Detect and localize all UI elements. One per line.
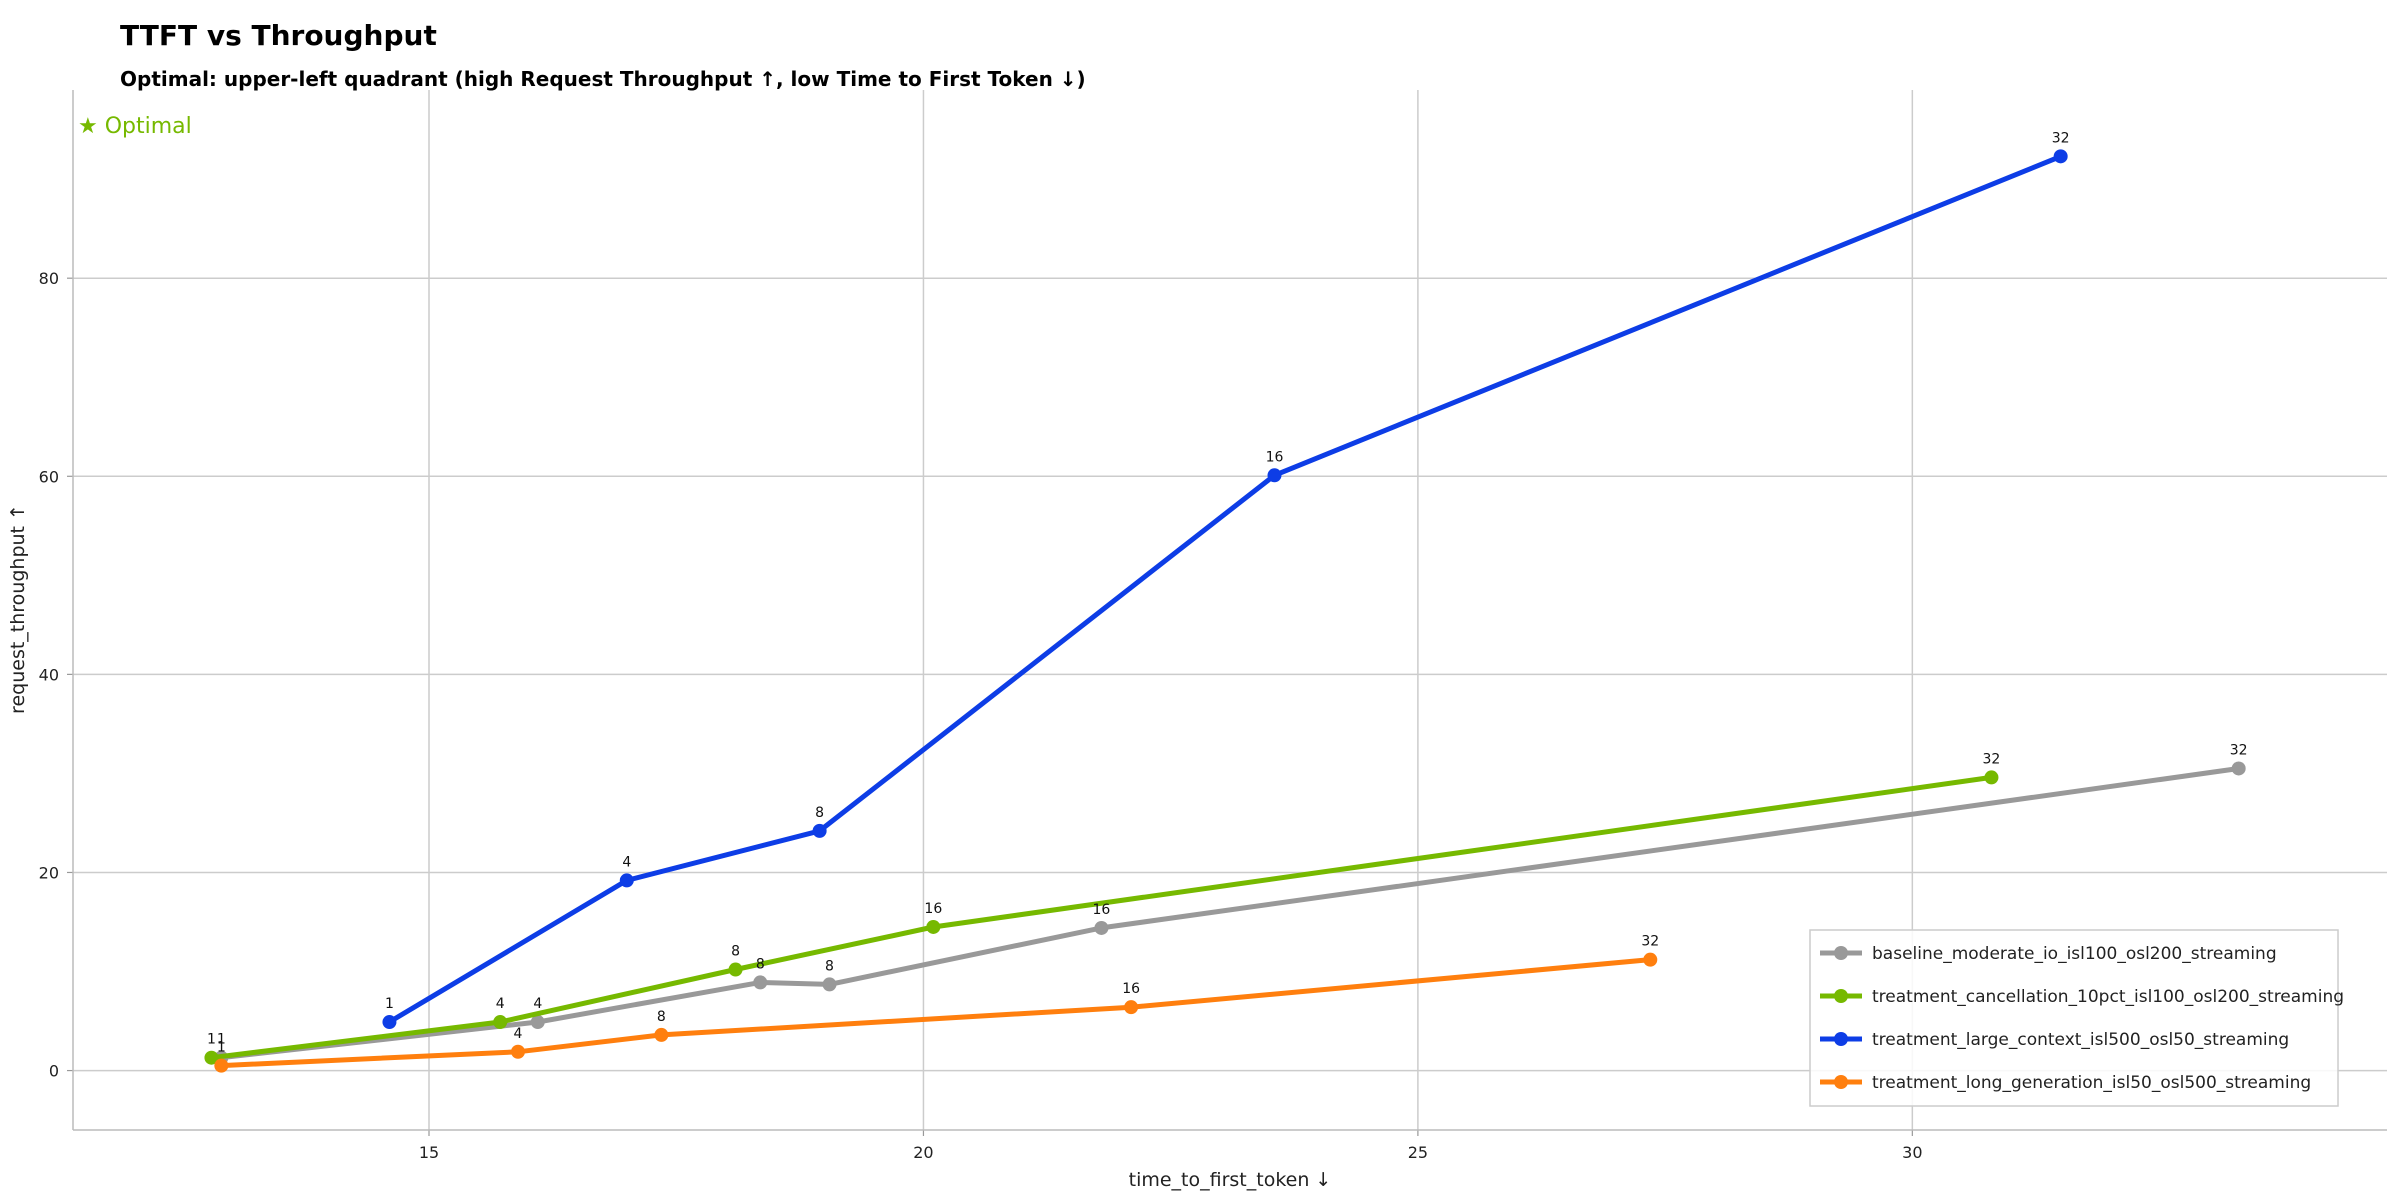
data-point xyxy=(728,962,743,977)
series-line xyxy=(386,153,2064,1025)
data-point xyxy=(493,1015,508,1030)
optimal-annotation: ★ Optimal xyxy=(78,114,192,139)
data-point xyxy=(619,873,634,888)
legend-label: treatment_long_generation_isl50_osl500_s… xyxy=(1872,1073,2311,1093)
point-label: 32 xyxy=(2052,130,2070,146)
point-label: 32 xyxy=(1641,934,1659,950)
point-label: 4 xyxy=(622,854,631,870)
data-point xyxy=(214,1058,229,1073)
data-point xyxy=(822,977,837,992)
y-tick-label: 40 xyxy=(39,665,59,684)
chart-subtitle: Optimal: upper-left quadrant (high Reque… xyxy=(120,67,1086,91)
point-label: 32 xyxy=(1983,751,2001,767)
point-label: 8 xyxy=(657,1009,666,1025)
data-point xyxy=(753,975,768,990)
point-label: 8 xyxy=(825,958,834,974)
data-point xyxy=(926,919,941,934)
point-label: 1 xyxy=(207,1032,216,1048)
data-point xyxy=(812,823,827,838)
data-point xyxy=(1643,952,1658,967)
x-tick-label: 15 xyxy=(419,1143,439,1162)
point-label: 16 xyxy=(1093,902,1111,918)
legend-marker xyxy=(1834,1075,1848,1089)
data-point xyxy=(1124,1000,1139,1015)
series-line xyxy=(218,766,2242,1061)
point-label: 8 xyxy=(815,805,824,821)
series-3 xyxy=(214,952,1658,1073)
data-point xyxy=(654,1027,669,1042)
legend-marker xyxy=(1834,989,1848,1003)
data-point xyxy=(2053,149,2068,164)
data-point xyxy=(1094,920,1109,935)
data-point xyxy=(1984,770,1999,785)
point-label: 4 xyxy=(496,996,505,1012)
legend-marker xyxy=(1834,946,1848,960)
data-point xyxy=(511,1044,525,1059)
legend-entry: baseline_moderate_io_isl100_osl200_strea… xyxy=(1820,944,2277,964)
axes xyxy=(67,90,2387,1136)
legend-frame xyxy=(1809,929,2339,1107)
point-label: 8 xyxy=(756,956,765,972)
point-label: 16 xyxy=(1122,981,1140,997)
y-axis-label: request_throughput ↑ xyxy=(7,504,29,714)
y-tick-label: 80 xyxy=(39,269,59,288)
x-tick-label: 20 xyxy=(913,1143,933,1162)
point-label: 1 xyxy=(217,1040,226,1056)
point-label: 32 xyxy=(2230,742,2248,758)
point-label: 4 xyxy=(533,996,542,1012)
point-label: 1 xyxy=(217,1032,226,1048)
data-point xyxy=(204,1050,219,1065)
series-layer xyxy=(204,149,2246,1073)
series-line xyxy=(218,957,1653,1069)
grid xyxy=(73,90,2387,1130)
chart-title: TTFT vs Throughput xyxy=(120,19,437,52)
point-label: 4 xyxy=(514,1026,523,1042)
y-tick-label: 60 xyxy=(39,467,59,486)
tick-labels: 15 20 25 30 0 20 40 60 80 xyxy=(39,269,1923,1162)
point-label: 8 xyxy=(731,944,740,960)
data-point xyxy=(530,1015,545,1030)
point-label: 16 xyxy=(1266,449,1284,465)
legend: baseline_moderate_io_isl100_osl200_strea… xyxy=(1809,929,2344,1107)
y-tick-label: 20 xyxy=(39,863,59,882)
x-tick-label: 30 xyxy=(1902,1143,1922,1162)
x-axis-label: time_to_first_token ↓ xyxy=(1129,1169,1332,1191)
legend-marker xyxy=(1834,1032,1848,1046)
legend-entry: treatment_cancellation_10pct_isl100_osl2… xyxy=(1820,987,2344,1007)
series-1 xyxy=(204,770,1999,1065)
point-label: 1 xyxy=(385,996,394,1012)
data-point xyxy=(382,1015,397,1030)
legend-entry: treatment_large_context_isl500_osl50_str… xyxy=(1820,1030,2289,1050)
x-tick-label: 25 xyxy=(1408,1143,1428,1162)
data-point xyxy=(1267,468,1282,483)
data-point xyxy=(2231,761,2246,776)
legend-label: treatment_cancellation_10pct_isl100_osl2… xyxy=(1872,987,2344,1007)
legend-label: baseline_moderate_io_isl100_osl200_strea… xyxy=(1872,944,2277,964)
legend-label: treatment_large_context_isl500_osl50_str… xyxy=(1872,1030,2289,1050)
point-label: 16 xyxy=(924,901,942,917)
series-2 xyxy=(382,149,2068,1030)
y-tick-label: 0 xyxy=(49,1062,59,1081)
legend-entry: treatment_long_generation_isl50_osl500_s… xyxy=(1820,1073,2311,1093)
